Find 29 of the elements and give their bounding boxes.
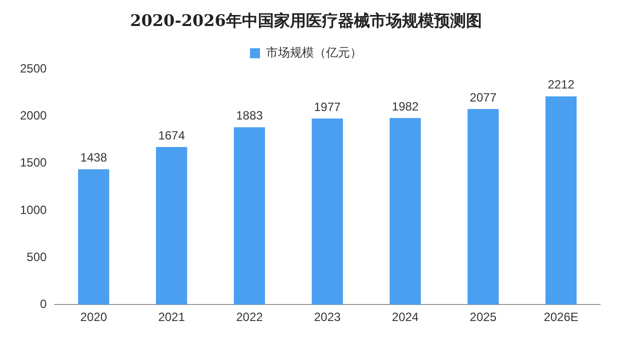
y-tick-label: 500 xyxy=(26,250,48,264)
bar xyxy=(78,169,110,305)
x-tick-label: 2024 xyxy=(392,310,419,324)
data-label: 1977 xyxy=(314,100,342,114)
legend-label: 市场规模（亿元） xyxy=(266,45,362,60)
data-label: 2077 xyxy=(470,90,497,104)
bar xyxy=(156,146,188,305)
x-tick-label: 2025 xyxy=(470,310,497,324)
x-tick-label: 2026E xyxy=(544,310,578,324)
bar xyxy=(468,109,499,305)
y-tick-label: 1000 xyxy=(20,202,48,217)
x-tick-label: 2023 xyxy=(314,310,342,324)
y-tick-label: 2500 xyxy=(20,62,48,76)
chart-title: 2020-2026年中国家用医疗器械市场规模预测图 xyxy=(130,10,482,30)
x-tick-label: 2020 xyxy=(80,310,108,324)
bar xyxy=(390,118,421,305)
x-tick-label: 2022 xyxy=(236,310,264,324)
bar xyxy=(312,118,343,305)
data-label: 2212 xyxy=(548,78,575,92)
bar xyxy=(545,96,577,305)
data-label: 1438 xyxy=(80,150,108,165)
y-tick-label: 1500 xyxy=(20,156,48,170)
data-label: 1883 xyxy=(236,108,264,123)
y-tick-label: 0 xyxy=(40,296,48,311)
data-label: 1982 xyxy=(392,99,419,114)
x-tick-label: 2021 xyxy=(158,310,186,324)
bar xyxy=(234,127,266,305)
data-label: 1674 xyxy=(158,128,186,142)
y-tick-label: 2000 xyxy=(20,108,48,123)
